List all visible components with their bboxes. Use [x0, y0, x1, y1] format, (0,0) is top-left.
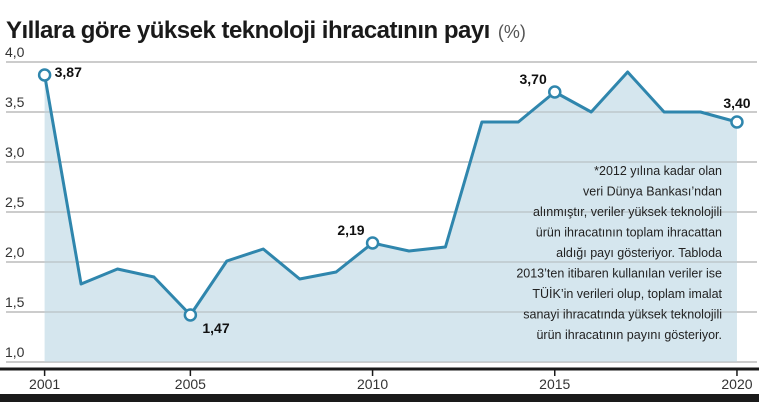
y-tick-label: 3,5 [5, 94, 25, 110]
x-tick-label: 2001 [29, 376, 60, 392]
value-label: 1,47 [202, 320, 229, 336]
y-tick-label: 2,0 [5, 244, 25, 260]
y-tick-label: 4,0 [5, 44, 25, 60]
area [44, 72, 737, 362]
y-tick-label: 1,0 [5, 344, 25, 360]
x-tick-label: 2005 [175, 376, 206, 392]
value-label: 3,40 [723, 95, 750, 111]
value-label: 3,87 [55, 64, 82, 80]
annotation: 2013’ten itibaren kullanılan veriler ise [516, 267, 722, 281]
chart-subtitle: (%) [498, 22, 526, 42]
marker [37, 68, 52, 82]
y-tick-label: 2,5 [5, 194, 25, 210]
x-tick-label: 2015 [539, 376, 570, 392]
annotation: aldığı payı gösteriyor. Tabloda [556, 246, 722, 260]
value-label: 2,19 [337, 222, 364, 238]
value-label: 3,70 [520, 71, 547, 87]
chart-title: Yıllara göre yüksek teknoloji ihracatını… [6, 17, 490, 44]
y-tick-label: 3,0 [5, 144, 25, 160]
annotation: alınmıştır, veriler yüksek teknolojili [533, 205, 722, 219]
annotation: *2012 yılına kadar olan [594, 164, 722, 178]
y-tick-label: 1,5 [5, 294, 25, 310]
x-tick-label: 2020 [721, 376, 752, 392]
x-tick-label: 2010 [357, 376, 388, 392]
annotation: ürün ihracatının payını gösteriyor. [536, 328, 722, 342]
line [43, 70, 738, 317]
marker [183, 308, 198, 322]
marker [730, 115, 744, 129]
annotation: TÜİK’in verileri olup, toplam imalat [532, 287, 722, 301]
marker [365, 236, 380, 250]
annotation: sanayi ihracatında yüksek teknolojili [523, 308, 722, 322]
marker [548, 85, 562, 99]
bottom-bar [0, 394, 759, 402]
annotation: veri Dünya Bankası’ndan [583, 185, 722, 199]
annotation: ürün ihracatının toplam ihracattan [536, 226, 722, 240]
